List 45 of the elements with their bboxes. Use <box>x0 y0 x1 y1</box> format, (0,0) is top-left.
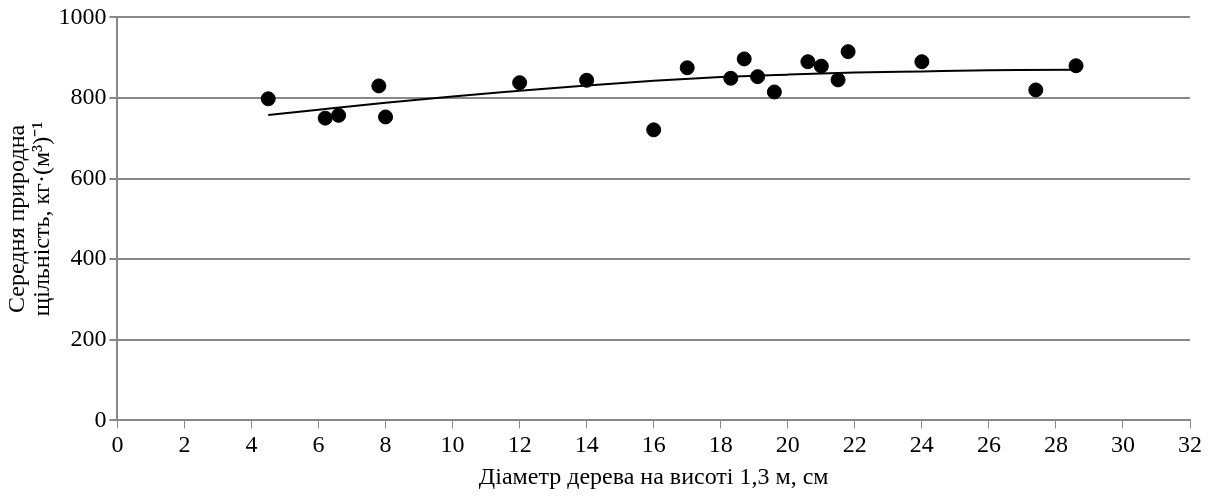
point <box>723 70 739 86</box>
x-tick-label: 26 <box>976 431 1001 458</box>
x-tick-label: 22 <box>842 431 867 458</box>
x-tick-label: 14 <box>574 431 599 458</box>
x-tick-label: 20 <box>775 431 800 458</box>
y-tick-label: 800 <box>70 83 107 110</box>
point <box>371 78 387 94</box>
point <box>378 109 394 125</box>
x-tick-label: 10 <box>440 431 465 458</box>
y-tick-label: 200 <box>70 325 107 352</box>
y-tick-label: 600 <box>70 163 107 190</box>
point <box>914 54 930 70</box>
point <box>317 110 333 126</box>
x-tick-label: 8 <box>379 431 392 458</box>
point <box>813 58 829 74</box>
y-tick-label: 0 <box>94 405 107 432</box>
x-tick-label: 0 <box>111 431 124 458</box>
x-tick-label: 24 <box>909 431 934 458</box>
x-tick-label: 18 <box>708 431 733 458</box>
point <box>331 107 347 123</box>
x-axis-title: Діаметр дерева на висоті 1,3 м, см <box>478 462 829 489</box>
point <box>512 75 528 91</box>
y-axis-title: Середня природна щільність, кг·(м³)⁻¹ <box>2 121 55 317</box>
x-tick-label: 12 <box>507 431 532 458</box>
point <box>766 84 782 100</box>
x-tick-label: 2 <box>178 431 191 458</box>
point <box>840 44 856 60</box>
point <box>830 72 846 88</box>
point <box>679 60 695 76</box>
point <box>736 51 752 67</box>
point <box>579 72 595 88</box>
point <box>750 69 766 85</box>
point <box>800 54 816 70</box>
x-tick-label: 30 <box>1110 431 1135 458</box>
x-tick-label: 16 <box>641 431 666 458</box>
x-tick-label: 28 <box>1043 431 1068 458</box>
y-tick-label: 1000 <box>58 2 107 29</box>
point <box>1028 82 1044 98</box>
x-tick-label: 32 <box>1178 431 1202 458</box>
y-tick-label: 400 <box>70 244 107 271</box>
point <box>1068 58 1084 74</box>
x-tick-label: 6 <box>312 431 325 458</box>
point <box>260 91 276 107</box>
x-tick-label: 4 <box>245 431 258 458</box>
point <box>646 122 662 138</box>
